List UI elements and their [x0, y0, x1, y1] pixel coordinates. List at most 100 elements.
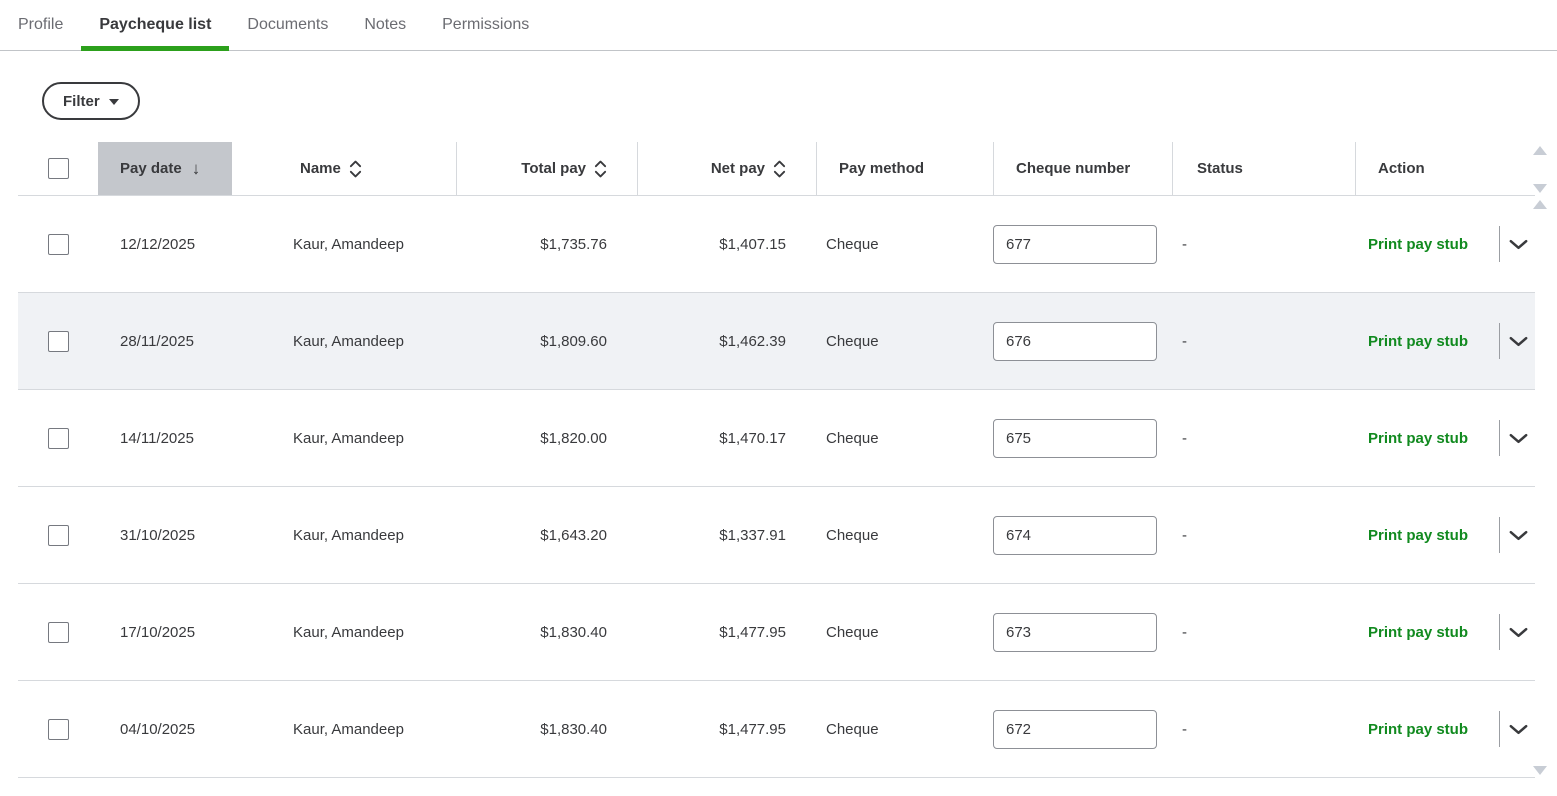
- pay-method-cell: Cheque: [826, 235, 879, 253]
- header-status-label: Status: [1197, 160, 1243, 177]
- chevron-down-icon[interactable]: [1506, 717, 1530, 741]
- header-name[interactable]: Name: [232, 142, 456, 195]
- chevron-down-icon[interactable]: [1506, 426, 1530, 450]
- header-name-label: Name: [300, 160, 341, 177]
- status-cell: -: [1182, 235, 1187, 253]
- cheque-number-input[interactable]: [993, 709, 1157, 749]
- table-body: 12/12/2025 Kaur, Amandeep $1,735.76 $1,4…: [18, 196, 1535, 778]
- header-cheque-number: Cheque number: [993, 142, 1172, 195]
- row-checkbox[interactable]: [48, 330, 69, 352]
- total-pay-cell: $1,820.00: [540, 429, 607, 447]
- header-total-pay[interactable]: Total pay: [456, 142, 637, 195]
- row-checkbox[interactable]: [48, 621, 69, 643]
- tab-permissions[interactable]: Permissions: [442, 16, 530, 33]
- pay-method-cell: Cheque: [826, 332, 879, 350]
- print-pay-stub-link[interactable]: Print pay stub: [1367, 623, 1468, 641]
- row-checkbox[interactable]: [48, 427, 69, 449]
- print-pay-stub-link[interactable]: Print pay stub: [1367, 526, 1468, 544]
- row-checkbox[interactable]: [48, 524, 69, 546]
- chevron-down-icon[interactable]: [1506, 523, 1530, 547]
- scroll-up-icon[interactable]: [1533, 200, 1547, 209]
- header-action: Action: [1355, 142, 1535, 195]
- cheque-number-cell: [993, 709, 1172, 749]
- total-pay-cell: $1,809.60: [540, 332, 607, 350]
- total-pay-cell: $1,830.40: [540, 623, 607, 641]
- tab-profile[interactable]: Profile: [18, 16, 64, 33]
- cheque-number-input[interactable]: [993, 515, 1157, 555]
- status-cell: -: [1182, 526, 1187, 544]
- tab-notes[interactable]: Notes: [364, 16, 407, 33]
- total-pay-cell: $1,735.76: [540, 235, 607, 253]
- chevron-down-icon[interactable]: [1506, 232, 1530, 256]
- cheque-number-cell: [993, 321, 1172, 361]
- status-cell: -: [1182, 332, 1187, 350]
- pay-date-cell: 28/11/2025: [120, 332, 194, 350]
- pay-date-cell: 12/12/2025: [120, 235, 196, 253]
- checkbox-cell: [18, 524, 98, 546]
- name-cell: Kaur, Amandeep: [293, 235, 404, 253]
- cheque-number-cell: [993, 612, 1172, 652]
- select-all-checkbox[interactable]: [48, 158, 69, 179]
- caret-down-icon: [108, 99, 119, 105]
- name-cell: Kaur, Amandeep: [293, 429, 404, 447]
- action-cell: Print pay stub: [1355, 614, 1535, 650]
- cheque-number-input[interactable]: [993, 224, 1157, 264]
- cheque-number-input[interactable]: [993, 612, 1157, 652]
- print-pay-stub-link[interactable]: Print pay stub: [1367, 429, 1468, 447]
- scroll-down-icon[interactable]: [1533, 184, 1547, 193]
- cheque-number-input[interactable]: [993, 321, 1157, 361]
- action-divider: [1499, 517, 1500, 553]
- tab-documents[interactable]: Documents: [247, 16, 329, 33]
- name-cell: Kaur, Amandeep: [293, 526, 404, 544]
- header-checkbox-cell: [18, 142, 98, 195]
- pay-method-cell: Cheque: [826, 720, 879, 738]
- chevron-down-icon[interactable]: [1506, 620, 1530, 644]
- status-cell: -: [1182, 429, 1187, 447]
- filter-button[interactable]: Filter: [42, 82, 140, 120]
- table-row: 04/10/2025 Kaur, Amandeep $1,830.40 $1,4…: [18, 681, 1535, 778]
- header-pay-date[interactable]: Pay date ↓: [98, 142, 232, 195]
- cheque-number-cell: [993, 418, 1172, 458]
- scroll-up-icon[interactable]: [1533, 146, 1547, 155]
- header-net-pay-label: Net pay: [710, 160, 765, 177]
- status-cell: -: [1182, 623, 1187, 641]
- table-row: 28/11/2025 Kaur, Amandeep $1,809.60 $1,4…: [18, 293, 1535, 390]
- net-pay-cell: $1,470.17: [719, 429, 786, 447]
- status-cell: -: [1182, 720, 1187, 738]
- table-row: 12/12/2025 Kaur, Amandeep $1,735.76 $1,4…: [18, 196, 1535, 293]
- tab-paycheque-list[interactable]: Paycheque list: [81, 0, 230, 51]
- pay-method-cell: Cheque: [826, 429, 879, 447]
- action-cell: Print pay stub: [1355, 711, 1535, 747]
- row-checkbox[interactable]: [48, 718, 69, 740]
- table-row: 17/10/2025 Kaur, Amandeep $1,830.40 $1,4…: [18, 584, 1535, 681]
- net-pay-cell: $1,477.95: [719, 623, 786, 641]
- table-row: 31/10/2025 Kaur, Amandeep $1,643.20 $1,3…: [18, 487, 1535, 584]
- name-cell: Kaur, Amandeep: [293, 623, 404, 641]
- chevron-down-icon[interactable]: [1506, 329, 1530, 353]
- checkbox-cell: [18, 427, 98, 449]
- net-pay-cell: $1,337.91: [719, 526, 786, 544]
- action-divider: [1499, 614, 1500, 650]
- header-status: Status: [1172, 142, 1355, 195]
- name-cell: Kaur, Amandeep: [293, 332, 404, 350]
- action-cell: Print pay stub: [1355, 517, 1535, 553]
- name-cell: Kaur, Amandeep: [293, 720, 404, 738]
- sort-toggle-icon: [349, 160, 361, 177]
- table-header-row: Pay date ↓ Name Total pay Net pay Pay me…: [18, 142, 1535, 196]
- header-action-label: Action: [1378, 160, 1425, 177]
- action-divider: [1499, 420, 1500, 456]
- row-checkbox[interactable]: [48, 233, 69, 255]
- print-pay-stub-link[interactable]: Print pay stub: [1367, 332, 1468, 350]
- sort-toggle-icon: [773, 160, 786, 177]
- print-pay-stub-link[interactable]: Print pay stub: [1367, 235, 1468, 253]
- pay-date-cell: 04/10/2025: [120, 720, 196, 738]
- scroll-down-icon[interactable]: [1533, 766, 1547, 775]
- header-net-pay[interactable]: Net pay: [637, 142, 816, 195]
- table-row: 14/11/2025 Kaur, Amandeep $1,820.00 $1,4…: [18, 390, 1535, 487]
- pay-date-cell: 17/10/2025: [120, 623, 196, 641]
- print-pay-stub-link[interactable]: Print pay stub: [1367, 720, 1468, 738]
- checkbox-cell: [18, 718, 98, 740]
- paycheque-table: Pay date ↓ Name Total pay Net pay Pay me…: [18, 142, 1535, 778]
- cheque-number-input[interactable]: [993, 418, 1157, 458]
- sort-toggle-icon: [594, 160, 607, 177]
